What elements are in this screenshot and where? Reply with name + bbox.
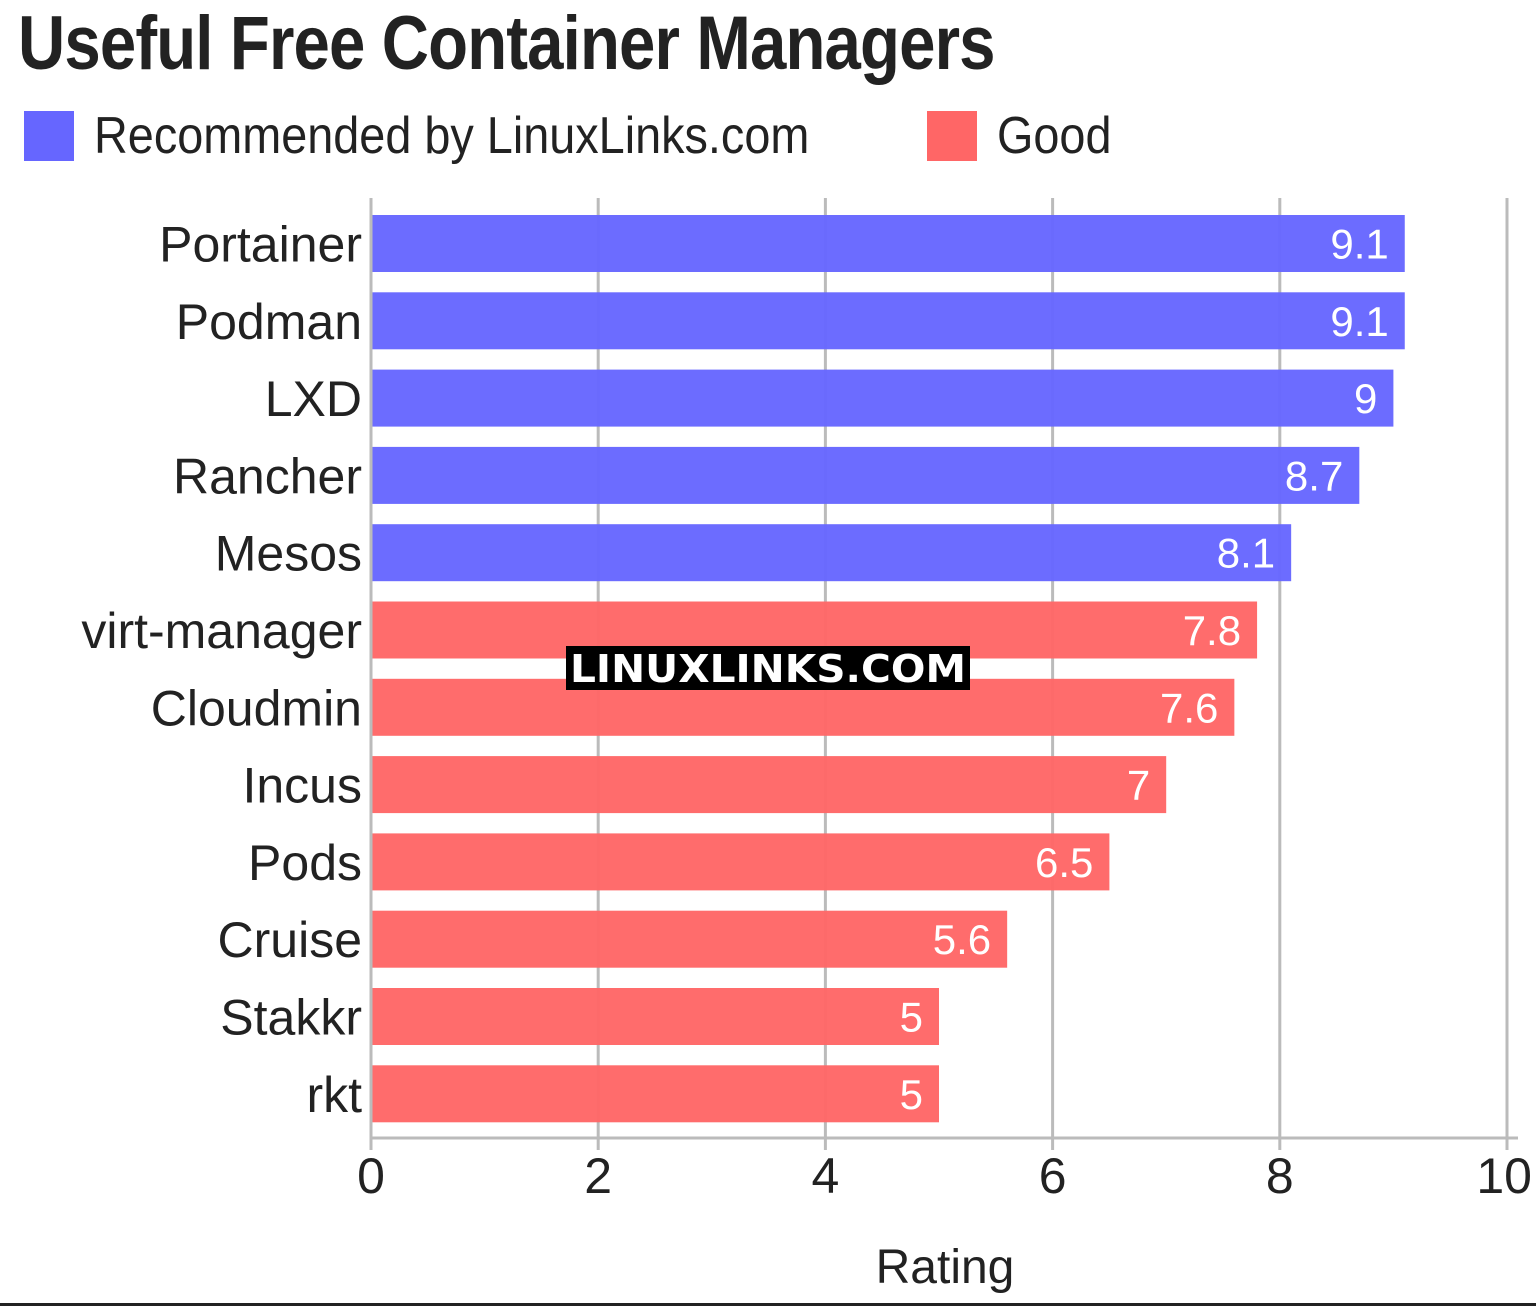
bar — [371, 988, 939, 1045]
bar — [371, 215, 1405, 272]
category-label: Cruise — [218, 912, 362, 968]
value-label: 7.6 — [1160, 684, 1218, 731]
category-label: virt-manager — [81, 603, 362, 659]
category-label: Portainer — [159, 217, 362, 273]
chart-title: Useful Free Container Managers — [18, 1, 996, 86]
category-label: Stakkr — [220, 990, 362, 1046]
value-label: 5 — [900, 994, 923, 1041]
value-label: 8.7 — [1285, 452, 1343, 499]
category-label: Pods — [248, 835, 362, 891]
x-tick-label: 6 — [1039, 1148, 1067, 1204]
x-axis: 0 2 4 6 8 10 — [357, 198, 1532, 1204]
category-labels: Portainer Podman LXD Rancher Mesos virt-manag… — [81, 217, 362, 1123]
legend-swatch-good — [926, 111, 977, 161]
bar — [371, 524, 1292, 582]
legend-label-recommended: Recommended by LinuxLinks.com — [94, 107, 810, 165]
value-label: 5 — [900, 1071, 923, 1118]
value-label: 9.1 — [1330, 221, 1388, 268]
bar — [371, 369, 1394, 427]
value-label: 8.1 — [1217, 530, 1275, 577]
watermark-text: LINUXLINKS.COM — [570, 647, 966, 691]
value-label: 7.8 — [1183, 607, 1241, 654]
legend-item-recommended: Recommended by LinuxLinks.com — [24, 108, 889, 164]
value-labels: 9.19.198.78.17.87.676.55.655 — [900, 221, 1389, 1118]
bar — [371, 446, 1360, 504]
category-label: Cloudmin — [151, 680, 362, 736]
bar — [371, 833, 1110, 891]
x-tick-label: 2 — [584, 1148, 612, 1204]
bar — [371, 292, 1405, 350]
x-axis-label: Rating — [876, 1241, 1015, 1294]
legend-swatch-recommended — [24, 111, 74, 161]
category-label: Podman — [176, 294, 362, 350]
x-tick-label: 4 — [811, 1148, 839, 1204]
category-label: Incus — [242, 758, 362, 814]
value-label: 9 — [1354, 375, 1377, 422]
legend-label-good: Good — [996, 107, 1112, 165]
bottom-border — [0, 1303, 1536, 1306]
bar — [371, 756, 1167, 814]
watermark-box — [566, 646, 970, 690]
x-tick-label: 10 — [1476, 1148, 1532, 1204]
bars — [371, 215, 1405, 1123]
bar — [371, 1065, 939, 1123]
value-label: 5.6 — [933, 916, 991, 963]
category-label: Mesos — [215, 526, 362, 582]
category-label: Rancher — [173, 448, 362, 504]
category-label: rkt — [306, 1067, 362, 1123]
x-tick-label: 0 — [357, 1148, 385, 1204]
watermark: LINUXLINKS.COM — [566, 646, 970, 691]
value-label: 6.5 — [1035, 839, 1093, 886]
bar — [371, 910, 1008, 968]
legend: Recommended by LinuxLinks.com Good — [24, 108, 1162, 164]
value-label: 9.1 — [1330, 298, 1388, 345]
x-tick-label: 8 — [1266, 1148, 1294, 1204]
category-label: LXD — [265, 371, 362, 427]
value-label: 7 — [1127, 762, 1150, 809]
legend-item-good: Good — [926, 107, 1124, 165]
